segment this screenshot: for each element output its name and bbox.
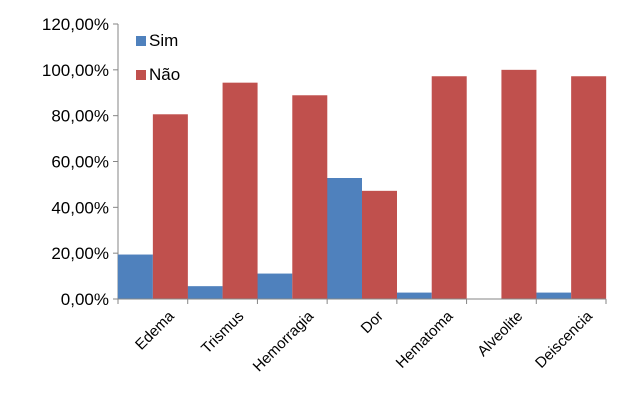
bar-sim-trismus	[187, 286, 223, 299]
bar-sim-dor	[327, 178, 362, 299]
x-tick-label: Trismus	[198, 308, 247, 357]
bar-no-dor	[362, 190, 397, 299]
x-tick-label: Edema	[132, 307, 178, 353]
y-tick-label: 60,00%	[51, 153, 109, 172]
x-tick-label: Dor	[358, 308, 387, 337]
legend-label: Não	[149, 65, 180, 84]
bar-no-deiscencia	[571, 76, 607, 299]
bar-no-hemorragia	[292, 95, 328, 299]
x-tick-label: Alveolite	[474, 308, 526, 360]
bars	[117, 69, 607, 300]
legend-swatch	[136, 36, 146, 46]
y-tick-label: 120,00%	[42, 15, 109, 34]
legend: Sim Não	[136, 31, 180, 84]
legend-label: Sim	[149, 31, 178, 50]
bar-no-edema	[152, 114, 188, 300]
x-tick-label: Hemorragia	[250, 307, 318, 375]
bar-no-trismus	[222, 82, 258, 300]
y-tick-label: 80,00%	[51, 107, 109, 126]
x-tick-label: Hematoma	[393, 307, 457, 371]
bar-sim-edema	[117, 254, 153, 299]
y-tick-label: 20,00%	[51, 244, 109, 263]
bar-sim-deiscencia	[536, 292, 572, 299]
y-tick-label: 40,00%	[51, 198, 109, 217]
y-axis: 0,00% 20,00% 40,00% 60,00% 80,00% 100,00% 120,…	[42, 15, 119, 309]
x-axis: Edema Trismus Hemorragia Dor Hematoma Alveoli…	[117, 298, 607, 375]
bar-sim-hematoma	[396, 292, 432, 299]
legend-swatch	[136, 70, 146, 80]
bar-no-alveolite	[501, 69, 537, 299]
y-tick-label: 0,00%	[61, 290, 109, 309]
bar-sim-hemorragia	[257, 273, 293, 299]
y-tick-label: 100,00%	[42, 61, 109, 80]
x-tick-label: Deiscencia	[532, 307, 596, 371]
bar-no-hematoma	[431, 76, 467, 299]
